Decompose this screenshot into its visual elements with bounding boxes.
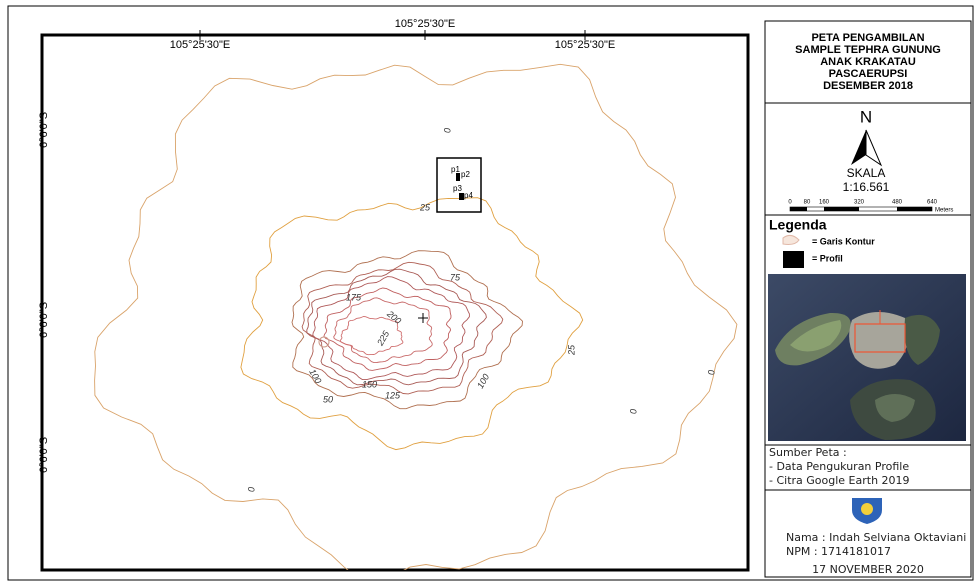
- contour-label: 0: [706, 370, 716, 375]
- legend-swatch-profile: [783, 251, 804, 268]
- scale-tick: 640: [927, 200, 938, 206]
- contour-label: 25: [566, 344, 576, 356]
- coord-label: 6°6'0"S: [38, 437, 50, 473]
- contour-label: 175: [346, 292, 362, 302]
- coord-label: 105°25'30"E: [395, 18, 456, 30]
- contour-label: 150: [362, 379, 377, 389]
- title-line: PETA PENGAMBILAN: [811, 32, 924, 44]
- contour-label: 50: [323, 394, 333, 404]
- title-line: ANAK KRAKATAU: [820, 56, 916, 68]
- scale-tick: 160: [819, 200, 830, 206]
- source-title: Sumber Peta :: [769, 446, 847, 459]
- scale-title: SKALA: [847, 166, 886, 180]
- profile-label: p1: [451, 165, 460, 174]
- contour-label: 0: [628, 409, 638, 414]
- scale-tick: 480: [892, 200, 903, 206]
- legend-title: Legenda: [769, 217, 827, 233]
- title-line: DESEMBER 2018: [823, 80, 913, 92]
- coord-label: 105°25'30"E: [555, 39, 616, 51]
- coord-label: 6°6'0"S: [38, 112, 50, 148]
- map-frame: [42, 35, 748, 570]
- contour-label: 0: [246, 487, 256, 492]
- legend-label: = Garis Kontur: [812, 236, 875, 246]
- source-line: - Data Pengukuran Profile: [769, 460, 909, 473]
- scale-bar: [790, 207, 932, 211]
- contour-label: 0: [442, 128, 452, 133]
- map-layout: 105°25'30"E 105°25'30"E 105°25'30"E 6°6'…: [0, 0, 977, 583]
- profile-label: p3: [453, 184, 462, 193]
- author-npm: NPM : 1714181017: [786, 545, 891, 558]
- profile-label: p4: [464, 191, 473, 200]
- title-line: SAMPLE TEPHRA GUNUNG: [795, 44, 941, 56]
- author-name: Nama : Indah Selviana Oktaviani: [786, 531, 966, 544]
- satellite-inset: [768, 274, 966, 441]
- coord-label: 6°6'0"S: [38, 302, 50, 338]
- date: 17 NOVEMBER 2020: [812, 563, 924, 576]
- contour-label: 25: [419, 202, 431, 212]
- contour-label: 75: [450, 272, 461, 282]
- scale-tick: 320: [854, 200, 865, 206]
- profile-marker: [456, 173, 460, 181]
- legend-label: = Profil: [812, 253, 843, 263]
- source-line: - Citra Google Earth 2019: [769, 474, 910, 487]
- coord-label: 105°25'30"E: [170, 39, 231, 51]
- profile-label: p2: [461, 170, 470, 179]
- north-label: N: [860, 107, 872, 126]
- title-line: PASCAERUPSI: [829, 68, 908, 80]
- scale-tick: 80: [804, 200, 811, 206]
- scale-ratio: 1:16.561: [843, 180, 890, 194]
- contour-label: 125: [385, 390, 401, 400]
- scale-unit: Meters: [935, 208, 953, 214]
